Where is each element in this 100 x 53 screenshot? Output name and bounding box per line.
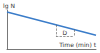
svg-text:lg N: lg N: [3, 2, 15, 10]
svg-text:Time (min) t: Time (min) t: [58, 41, 96, 48]
svg-text:D: D: [63, 29, 68, 36]
